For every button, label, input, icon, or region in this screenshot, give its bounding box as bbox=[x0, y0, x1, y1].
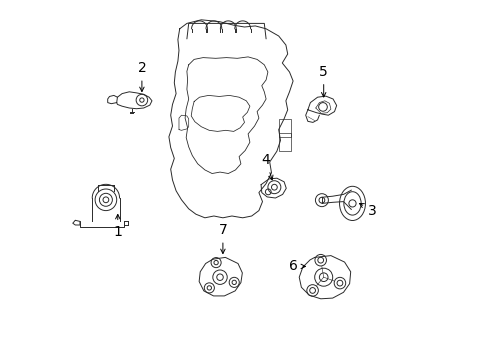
Text: 5: 5 bbox=[319, 65, 327, 97]
Text: 4: 4 bbox=[261, 153, 272, 180]
Text: 6: 6 bbox=[288, 260, 305, 273]
Text: 3: 3 bbox=[359, 203, 376, 217]
Bar bbox=[278, 133, 291, 151]
Text: 7: 7 bbox=[218, 224, 227, 253]
Text: 1: 1 bbox=[113, 215, 122, 239]
Bar bbox=[278, 119, 291, 137]
Text: 2: 2 bbox=[137, 62, 146, 91]
